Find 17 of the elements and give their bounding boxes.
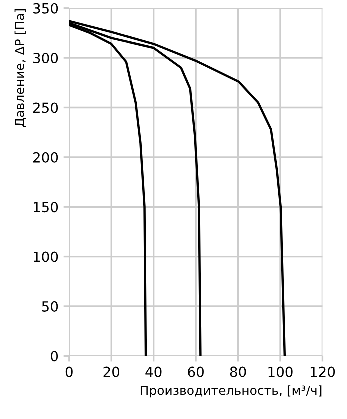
x-tick-label: 20 xyxy=(104,366,120,378)
y-tick-label: 300 xyxy=(34,53,58,64)
y-axis-title: Давление, ΔP [Па] xyxy=(14,9,26,128)
y-tick-label: 350 xyxy=(34,3,58,14)
y-tick-label: 50 xyxy=(42,301,58,312)
y-tick-label: 100 xyxy=(34,252,58,262)
x-tick-label: 120 xyxy=(310,366,336,378)
y-tick-label: 250 xyxy=(33,102,58,114)
y-tick-label: 0 xyxy=(51,351,58,362)
x-tick-label: 40 xyxy=(146,366,162,378)
x-axis-title: Производительность, [м³/ч] xyxy=(140,386,322,398)
x-tick-label: 100 xyxy=(268,366,293,378)
y-tick-label: 150 xyxy=(34,202,58,213)
x-tick-label: 0 xyxy=(66,366,73,378)
x-tick-label: 60 xyxy=(188,366,204,378)
x-tick-label: 80 xyxy=(230,366,246,378)
y-tick-label: 200 xyxy=(33,152,58,163)
